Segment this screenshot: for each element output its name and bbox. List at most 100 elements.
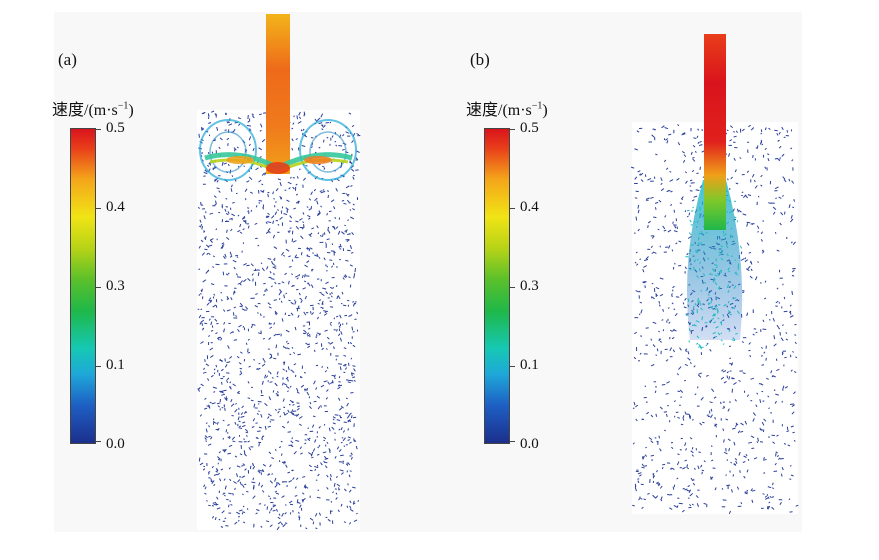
velocity-vector (286, 347, 290, 350)
velocity-vector (647, 225, 649, 229)
velocity-vector (262, 207, 265, 210)
velocity-vector (316, 332, 321, 335)
velocity-vector (697, 299, 700, 304)
velocity-vector (269, 372, 272, 375)
velocity-vector (237, 416, 240, 421)
velocity-vector (226, 377, 230, 381)
velocity-vector (344, 224, 347, 227)
velocity-vector (658, 199, 662, 203)
velocity-vector (276, 526, 280, 531)
velocity-vector (274, 312, 277, 316)
velocity-vector (248, 365, 251, 368)
velocity-vector (751, 499, 754, 503)
velocity-vector (208, 114, 210, 117)
velocity-vector (222, 255, 226, 260)
velocity-vector (728, 270, 731, 273)
velocity-vector (215, 468, 219, 472)
velocity-vector (315, 387, 318, 390)
velocity-vector (239, 367, 243, 370)
velocity-vector (697, 297, 699, 302)
velocity-vector (682, 466, 686, 470)
velocity-vector (225, 273, 229, 276)
velocity-vector (226, 229, 228, 233)
velocity-vector (234, 408, 238, 413)
velocity-vector (714, 281, 718, 286)
velocity-vector (297, 353, 302, 356)
velocity-vector (645, 256, 649, 260)
velocity-vector (735, 422, 739, 426)
velocity-vector (682, 159, 686, 163)
velocity-vector (349, 342, 353, 345)
velocity-vector (247, 440, 250, 443)
velocity-vector (764, 147, 767, 150)
velocity-vector (219, 478, 222, 482)
velocity-vector (258, 200, 263, 202)
velocity-vector (227, 143, 229, 146)
velocity-vector (212, 304, 217, 308)
velocity-vector (791, 269, 795, 273)
velocity-vector (248, 143, 251, 147)
velocity-vector (779, 157, 781, 160)
velocity-vector (328, 427, 331, 432)
velocity-vector (794, 334, 797, 336)
velocity-vector (708, 320, 712, 323)
velocity-vector (338, 258, 341, 261)
velocity-vector (287, 378, 289, 382)
velocity-vector (701, 150, 705, 153)
velocity-vector (349, 505, 352, 509)
velocity-vector (285, 207, 289, 211)
velocity-vector (637, 209, 640, 214)
velocity-vector (732, 337, 736, 341)
velocity-vector (733, 157, 736, 161)
velocity-vector (259, 313, 262, 317)
velocity-vector (697, 465, 700, 470)
velocity-vector (252, 477, 255, 481)
velocity-vector (338, 325, 341, 328)
velocity-vector (226, 137, 230, 141)
velocity-vector (726, 221, 730, 225)
velocity-vector (769, 495, 772, 498)
velocity-vector (308, 405, 312, 410)
velocity-vector (329, 341, 334, 345)
vessel-a (197, 14, 361, 531)
velocity-vector (298, 292, 301, 296)
velocity-vector (244, 468, 247, 471)
velocity-vector (304, 264, 308, 268)
velocity-vector (643, 498, 646, 501)
velocity-vector (204, 492, 207, 495)
velocity-vector (314, 468, 317, 472)
velocity-vector (297, 314, 300, 318)
velocity-vector (300, 235, 304, 240)
velocity-vector (744, 194, 748, 199)
velocity-vector (299, 218, 303, 221)
velocity-vector (213, 368, 216, 371)
colorbar-b-tick-0.5: 0.5 (520, 120, 539, 136)
velocity-vector (258, 179, 262, 183)
velocity-vector (734, 457, 738, 461)
velocity-vector (352, 300, 354, 303)
velocity-vector (257, 400, 262, 403)
velocity-vector (291, 273, 293, 276)
velocity-vector (352, 416, 357, 419)
velocity-vector (317, 446, 320, 449)
velocity-vector (745, 268, 750, 272)
velocity-vector (221, 161, 224, 166)
colorbar-a (70, 128, 96, 444)
velocity-vector (276, 375, 279, 378)
velocity-vector (727, 267, 730, 271)
velocity-vector (699, 141, 702, 143)
velocity-vector (700, 396, 704, 401)
velocity-vector (257, 312, 259, 314)
velocity-vector (687, 298, 690, 303)
velocity-vector (260, 525, 263, 528)
velocity-vector (347, 193, 350, 196)
velocity-vector (323, 190, 326, 193)
velocity-vector (693, 365, 696, 368)
velocity-vector (748, 124, 751, 128)
velocity-vector (282, 398, 285, 402)
velocity-vector (272, 509, 276, 512)
velocity-vector (345, 131, 350, 134)
velocity-vector (338, 397, 341, 401)
velocity-vector (225, 113, 228, 116)
velocity-vector (306, 247, 309, 250)
